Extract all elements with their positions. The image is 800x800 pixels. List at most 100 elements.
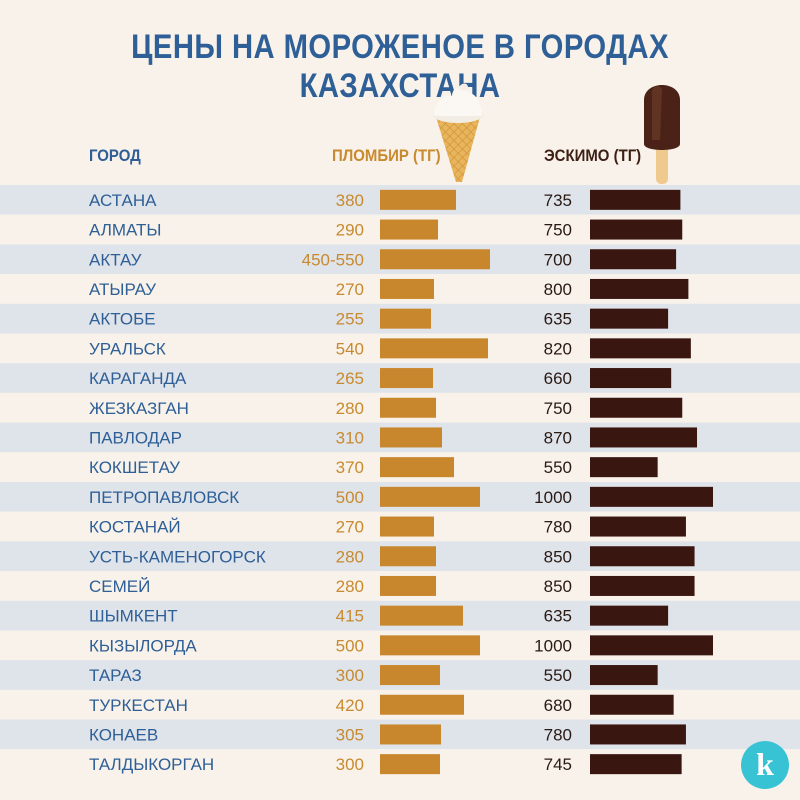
plombir-bar [380,724,441,745]
plombir-value-label: 500 [336,636,364,655]
city-label: СЕМЕЙ [89,577,150,596]
plombir-bar [380,338,488,359]
city-label: ШЫМКЕНТ [89,607,178,626]
plombir-bar [380,219,438,240]
plombir-bar [380,665,440,686]
city-label: АСТАНА [89,191,157,210]
eskimo-bar [590,605,669,626]
eskimo-value-label: 800 [544,280,572,299]
city-label: КЫЗЫЛОРДА [89,636,197,655]
eskimo-value-label: 635 [544,607,572,626]
eskimo-bar [590,694,674,715]
city-label: ТАРАЗ [89,666,142,685]
plombir-bar [380,427,442,448]
plombir-bar [380,397,436,418]
city-label: КОНАЕВ [89,725,158,744]
eskimo-bar [590,486,713,507]
eskimo-value-label: 850 [544,547,572,566]
eskimo-bar [590,397,683,418]
plombir-bar [380,694,464,715]
plombir-bar [380,635,480,656]
eskimo-bar [590,368,672,389]
plombir-bar [380,278,434,299]
eskimo-bar [590,635,713,656]
eskimo-bar [590,546,695,567]
plombir-bar [380,189,456,210]
eskimo-bar [590,308,669,329]
city-label: УРАЛЬСК [89,339,166,358]
eskimo-column-header: ЭСКИМО (ТГ) [544,146,642,165]
eskimo-bar [590,516,686,537]
eskimo-value-label: 700 [544,250,572,269]
city-label: КОСТАНАЙ [89,518,181,537]
plombir-bar [380,486,480,507]
plombir-bar [380,516,434,537]
eskimo-value-label: 735 [544,191,572,210]
plombir-value-label: 290 [336,221,364,240]
eskimo-value-label: 750 [544,221,572,240]
eskimo-value-label: 850 [544,577,572,596]
eskimo-value-label: 870 [544,428,572,447]
plombir-value-label: 270 [336,518,364,537]
plombir-value-label: 300 [336,666,364,685]
plombir-value-label: 420 [336,696,364,715]
plombir-bar [380,308,431,329]
city-label: АТЫРАУ [89,280,156,299]
city-label: ТАЛДЫКОРГАН [89,755,214,774]
plombir-bar [380,457,454,478]
brand-logo: k [741,741,789,789]
eskimo-bar [590,219,683,240]
plombir-value-label: 300 [336,755,364,774]
eskimo-bar [590,754,682,775]
plombir-bar [380,605,463,626]
city-label: КОКШЕТАУ [89,458,180,477]
plombir-column-header: ПЛОМБИР (ТГ) [332,146,441,165]
plombir-value-label: 450-550 [302,250,364,269]
plombir-value-label: 270 [336,280,364,299]
eskimo-bar [590,427,698,448]
city-label: ПАВЛОДАР [89,428,182,447]
plombir-value-label: 415 [336,607,364,626]
plombir-value-label: 255 [336,310,364,329]
row-stripes [0,185,800,779]
eskimo-bar [590,189,681,210]
plombir-value-label: 280 [336,399,364,418]
eskimo-value-label: 780 [544,518,572,537]
city-label: ПЕТРОПАВЛОВСК [89,488,239,507]
plombir-value-label: 280 [336,547,364,566]
eskimo-value-label: 550 [544,458,572,477]
eskimo-bar [590,249,677,270]
city-label: ТУРКЕСТАН [89,696,188,715]
eskimo-value-label: 750 [544,399,572,418]
city-label: АКТАУ [89,250,142,269]
eskimo-value-label: 660 [544,369,572,388]
plombir-value-label: 310 [336,428,364,447]
ice-cream-cone-icon [433,83,483,182]
eskimo-value-label: 1000 [534,488,572,507]
plombir-value-label: 265 [336,369,364,388]
plombir-bar [380,754,440,775]
plombir-bar [380,249,490,270]
eskimo-bar [590,457,658,478]
plombir-value-label: 540 [336,339,364,358]
plombir-value-label: 280 [336,577,364,596]
plombir-value-label: 370 [336,458,364,477]
plombir-value-label: 380 [336,191,364,210]
eskimo-value-label: 680 [544,696,572,715]
logo-mark: k [756,745,774,782]
city-label: АЛМАТЫ [89,221,161,240]
eskimo-bar [590,724,686,745]
plombir-value-label: 305 [336,725,364,744]
eskimo-value-label: 635 [544,310,572,329]
city-label: ЖЕЗКАЗГАН [89,399,189,418]
city-label: КАРАГАНДА [89,369,187,388]
eskimo-value-label: 820 [544,339,572,358]
city-label: АКТОБЕ [89,310,156,329]
eskimo-bar [590,665,658,686]
plombir-bar [380,368,433,389]
plombir-bar [380,575,436,596]
eskimo-bar [590,278,689,299]
eskimo-bar [590,338,691,359]
eskimo-value-label: 780 [544,725,572,744]
